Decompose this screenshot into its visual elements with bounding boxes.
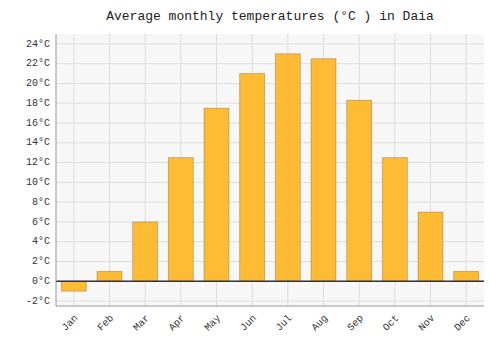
bar (204, 108, 229, 281)
bar (240, 74, 265, 282)
bar (347, 100, 372, 281)
grid (56, 34, 484, 306)
y-grid-line (56, 43, 484, 44)
y-tick-label: 10°C (26, 177, 50, 188)
bar (418, 212, 443, 281)
x-tick-label: Apr (167, 313, 188, 334)
x-tick-label: Oct (381, 313, 402, 334)
x-tick-label: Jan (60, 313, 81, 334)
x-tick-label: Jun (238, 313, 259, 334)
y-grid-line (56, 281, 484, 282)
y-tick-label: 8°C (32, 197, 50, 208)
bar (382, 158, 407, 282)
x-tick-label: Nov (417, 313, 438, 334)
y-tick-label: 16°C (26, 118, 50, 129)
x-tick-label: Feb (96, 313, 117, 334)
y-axis-line (56, 34, 57, 306)
y-tick-label: 6°C (32, 217, 50, 228)
bar (168, 158, 193, 282)
bar (454, 271, 479, 281)
bar (97, 271, 122, 281)
y-tick-label: 22°C (26, 58, 50, 69)
y-grid-line (56, 83, 484, 84)
y-grid-line (56, 63, 484, 64)
y-grid-line (56, 142, 484, 143)
y-tick-label: 12°C (26, 157, 50, 168)
y-grid-line (56, 162, 484, 163)
bars (56, 54, 484, 291)
y-tick-label: -2°C (26, 296, 50, 307)
chart-container: -2°C 0°C 2°C 4°C 6°C 8°C 10°C 12°C 14°C 16°C 18°C 2… (0, 0, 500, 350)
bar (275, 54, 300, 281)
y-tick-label: 24°C (26, 39, 50, 50)
x-grid-line (109, 34, 110, 306)
y-tick-label: 4°C (32, 236, 50, 247)
x-tick-label: Mar (131, 313, 152, 334)
chart-title: Average monthly temperatures (°C ) in Da… (106, 9, 434, 24)
y-grid-line (56, 123, 484, 124)
x-grid-line (466, 34, 467, 306)
y-tick-label: 14°C (26, 137, 50, 148)
y-grid-line (56, 103, 484, 104)
x-tick-label: Dec (452, 313, 473, 334)
x-tick-label: Jul (274, 313, 295, 334)
x-tick-label: Aug (310, 313, 331, 334)
y-grid-line (56, 182, 484, 183)
x-tick-label: Sep (345, 313, 366, 334)
y-grid-line (56, 301, 484, 302)
y-tick-label: 20°C (26, 78, 50, 89)
bar (133, 222, 158, 281)
y-tick-label: 0°C (32, 276, 50, 287)
y-tick-label: 18°C (26, 98, 50, 109)
chart-svg: -2°C 0°C 2°C 4°C 6°C 8°C 10°C 12°C 14°C 16°C 18°C 2… (0, 0, 500, 350)
x-grid-line (73, 34, 74, 306)
bar (61, 281, 86, 291)
bar (311, 59, 336, 282)
zero-line (56, 281, 484, 283)
plot-background (56, 34, 484, 306)
x-axis-line (56, 306, 484, 307)
x-tick-label: May (203, 313, 224, 334)
y-grid-line (56, 202, 484, 203)
y-tick-label: 2°C (32, 256, 50, 267)
